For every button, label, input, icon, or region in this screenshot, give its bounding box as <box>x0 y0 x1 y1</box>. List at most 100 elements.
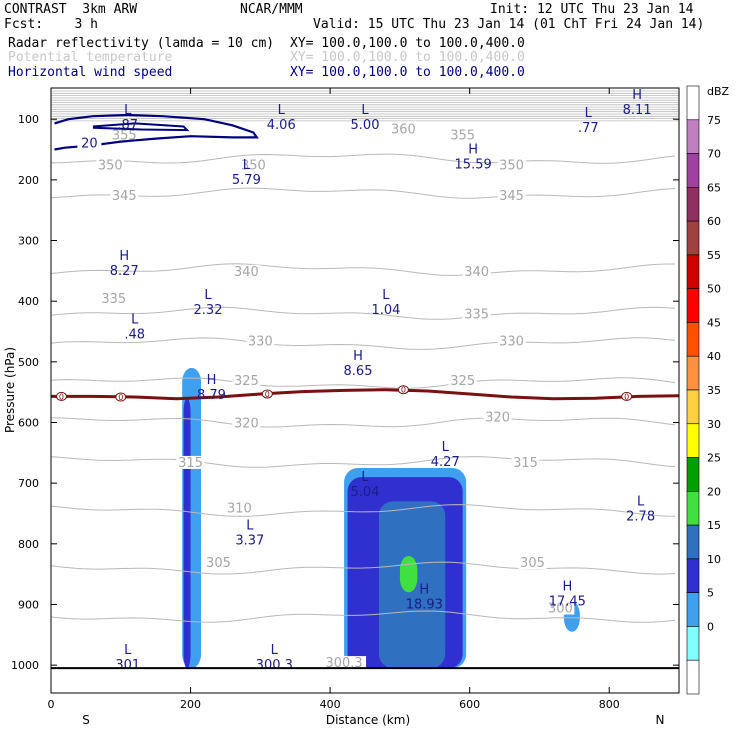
extremum-value: 5.04 <box>351 485 380 500</box>
freezing-level-marker <box>55 391 67 401</box>
y-tick-label: 100 <box>18 113 39 126</box>
colorbar-level: 35 <box>707 384 721 397</box>
theta-label-bg <box>497 189 526 203</box>
x-end-right: N <box>656 713 665 727</box>
field2-xy: XY= 100.0,100.0 to 100.0,400.0 <box>290 50 525 65</box>
extremum-value: 4.06 <box>267 118 296 133</box>
extremum-value: 18.93 <box>406 597 443 612</box>
extremum-type-L: L <box>204 288 212 303</box>
wind-contour-inner <box>92 122 190 132</box>
y-tick-label: 500 <box>18 356 39 369</box>
y-tick-label: 200 <box>18 174 39 187</box>
colorbar-swatch <box>686 626 700 661</box>
valid-time: Valid: 15 UTC Thu 23 Jan 14 (01 ChT Fri … <box>313 17 705 32</box>
theta-label-bg <box>462 264 491 278</box>
theta-label-bg <box>497 158 526 172</box>
extremum-value: 8.11 <box>623 103 652 118</box>
freezing-level-line <box>51 388 679 401</box>
theta-label-bg <box>110 189 139 203</box>
colorbar-swatch <box>686 288 700 323</box>
colorbar-swatch <box>686 220 700 256</box>
colorbar-swatch <box>686 187 700 222</box>
theta-label-bg <box>99 292 128 306</box>
extremum-type-L: L <box>361 470 369 485</box>
theta-label-bg <box>204 556 233 570</box>
y-tick-label: 400 <box>18 295 39 308</box>
theta-label: 330 <box>499 335 524 350</box>
extremum-value: 2.32 <box>194 303 223 318</box>
y-tick-label: 1000 <box>11 659 39 672</box>
wind-contour-label: 20 <box>81 136 98 151</box>
theta-label-bg <box>232 416 261 430</box>
extremum-type-H: H <box>419 582 429 597</box>
theta-label-bg <box>518 556 547 570</box>
x-tick-label: 400 <box>320 698 341 711</box>
theta-label-bg <box>232 264 261 278</box>
y-axis-label: Pressure (hPa) <box>3 347 17 433</box>
theta-label: 315 <box>513 456 538 471</box>
theta-label-bg <box>239 158 268 172</box>
colorbar-level: 40 <box>707 350 721 363</box>
freezing-level-marker <box>397 385 409 395</box>
extremum-value: .87 <box>117 118 138 133</box>
extremum-type-H: H <box>632 88 642 103</box>
theta-label: 350 <box>241 159 266 174</box>
extremum-value: 1.04 <box>371 303 400 318</box>
theta-label-bg <box>389 122 418 136</box>
colorbar-level: 10 <box>707 553 721 566</box>
colorbar-level: 30 <box>707 418 721 431</box>
extremum-value: 5.00 <box>351 118 380 133</box>
colorbar-swatch <box>686 153 700 188</box>
colorbar-swatch <box>686 659 700 695</box>
colorbar-level: 25 <box>707 452 721 465</box>
colorbar-swatch <box>686 524 700 560</box>
extremum-type-H: H <box>119 249 129 264</box>
extremum-value: 301 <box>115 658 140 673</box>
x-axis-label: Distance (km) <box>326 713 410 727</box>
theta-label-bg <box>448 128 477 142</box>
theta-contour-315 <box>51 456 676 468</box>
colorbar-level: 20 <box>707 485 721 498</box>
extremum-type-L: L <box>278 103 286 118</box>
wind-label-bg <box>77 135 102 149</box>
theta-label-bg <box>511 455 540 469</box>
theta-contour-310 <box>51 504 676 517</box>
extremum-type-L: L <box>131 312 139 327</box>
colorbar-swatch <box>686 491 700 526</box>
colorbar-swatch <box>686 355 700 391</box>
theta-label: 315 <box>178 456 203 471</box>
extremum-type-L: L <box>382 288 390 303</box>
theta-label-bg <box>110 128 139 142</box>
init-time: Init: 12 UTC Thu 23 Jan 14 <box>490 2 694 17</box>
extremum-value: 17.45 <box>549 594 586 609</box>
theta-label-bg <box>232 374 261 388</box>
freezing-level-label: 0 <box>59 392 64 401</box>
x-end-left: S <box>82 713 90 727</box>
plot-frame <box>50 87 680 694</box>
colorbar-level: 55 <box>707 249 721 262</box>
colorbar-level: 50 <box>707 283 721 296</box>
theta-label: 340 <box>234 265 259 280</box>
freezing-level-marker <box>621 391 633 401</box>
theta-label: 345 <box>112 189 137 204</box>
colorbar-swatch <box>686 558 700 593</box>
theta-label: 360 <box>391 122 416 137</box>
extremum-value: 15.59 <box>455 158 492 173</box>
extremum-type-H: H <box>207 373 217 388</box>
theta-label-bg <box>225 501 254 515</box>
freezing-level-label: 0 <box>624 392 629 401</box>
x-tick-label: 200 <box>180 698 201 711</box>
theta-label: 325 <box>234 374 259 389</box>
extremum-value: .48 <box>124 327 145 342</box>
theta-label: 320 <box>234 417 259 432</box>
extremum-value: 3.37 <box>235 534 264 549</box>
theta-label: 330 <box>248 335 273 350</box>
colorbar-level: 45 <box>707 316 721 329</box>
field3-name: Horizontal wind speed <box>8 65 173 80</box>
y-tick-label: 700 <box>18 477 39 490</box>
plot-labels: L.87L4.06L5.00L.77H8.11H15.59L5.79H8.27L… <box>51 88 679 673</box>
colorbar-swatch <box>686 592 700 627</box>
extremum-type-H: H <box>353 349 363 364</box>
